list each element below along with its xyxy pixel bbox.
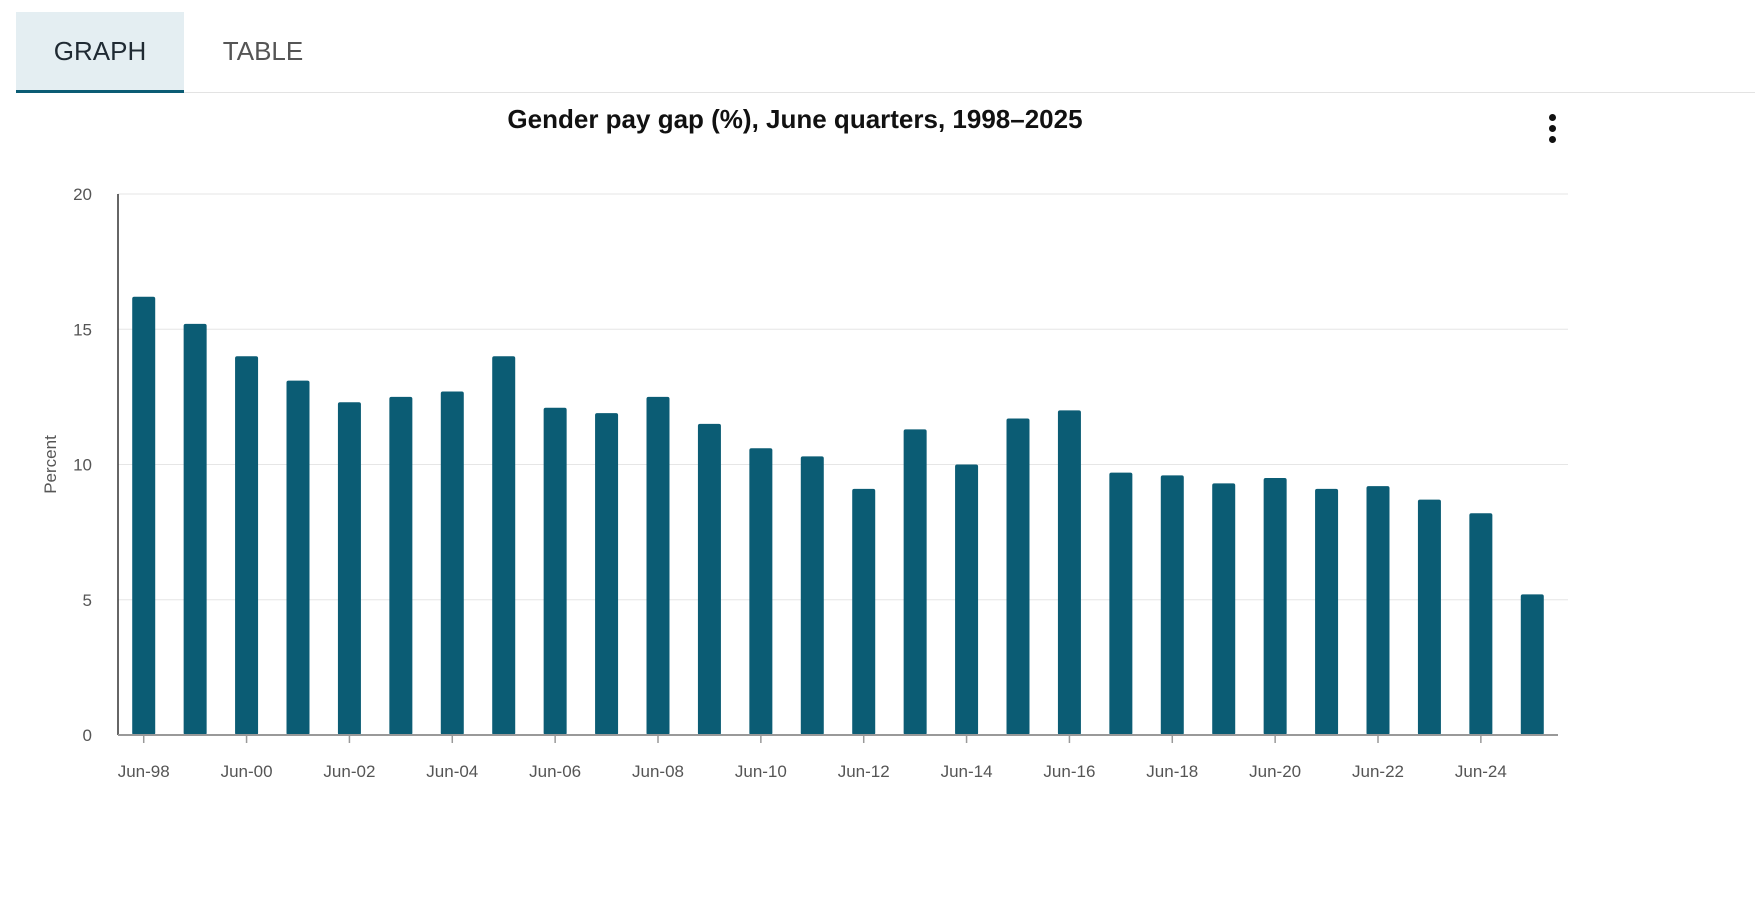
bar <box>1520 594 1544 735</box>
y-axis-label: Percent <box>41 435 60 494</box>
bar <box>749 448 773 735</box>
x-tick-label: Jun-12 <box>838 762 890 781</box>
bar <box>1006 418 1030 735</box>
bar <box>183 323 207 735</box>
x-tick-label: Jun-06 <box>529 762 581 781</box>
bar <box>1057 410 1081 735</box>
bar <box>1212 483 1236 735</box>
bar <box>440 391 464 735</box>
y-tick-label: 0 <box>83 726 92 745</box>
x-tick-label: Jun-98 <box>118 762 170 781</box>
bar <box>852 488 876 735</box>
x-tick-label: Jun-04 <box>426 762 478 781</box>
bar <box>1109 472 1133 735</box>
x-tick-label: Jun-16 <box>1043 762 1095 781</box>
bar <box>800 456 824 735</box>
bar <box>132 296 156 735</box>
bar <box>1366 486 1390 735</box>
bar <box>1469 513 1493 735</box>
bar <box>1417 499 1441 735</box>
bar <box>389 396 413 735</box>
bar <box>1160 475 1184 735</box>
tab-graph[interactable]: GRAPH <box>16 12 184 93</box>
bar <box>955 464 979 735</box>
y-tick-label: 20 <box>73 185 92 204</box>
x-tick-label: Jun-18 <box>1146 762 1198 781</box>
bar <box>646 396 670 735</box>
x-tick-label: Jun-22 <box>1352 762 1404 781</box>
y-tick-label: 5 <box>83 591 92 610</box>
x-tick-label: Jun-00 <box>221 762 273 781</box>
bar <box>492 356 516 735</box>
x-tick-label: Jun-24 <box>1455 762 1507 781</box>
vertical-ellipsis-icon[interactable] <box>1540 114 1564 146</box>
y-tick-label: 15 <box>73 320 92 339</box>
x-tick-label: Jun-02 <box>323 762 375 781</box>
bar <box>903 429 927 735</box>
bar-chart: 0 5 10 15 20 Jun-98 Jun-00 Jun-02 Jun-04 Jun-06 Ju… <box>41 185 1568 781</box>
bar <box>595 413 619 735</box>
x-tick-label: Jun-08 <box>632 762 684 781</box>
tab-table[interactable]: TABLE <box>222 36 304 66</box>
bar <box>543 407 567 735</box>
bar <box>697 423 721 735</box>
bar <box>286 380 310 735</box>
bar <box>337 402 361 735</box>
x-tick-label: Jun-10 <box>735 762 787 781</box>
bar <box>1315 488 1339 735</box>
tab-bar: GRAPH TABLE <box>16 12 1755 93</box>
bar <box>235 356 259 735</box>
chart-title: Gender pay gap (%), June quarters, 1998–… <box>507 104 1083 134</box>
x-tick-label: Jun-14 <box>941 762 993 781</box>
y-tick-label: 10 <box>73 456 92 475</box>
x-tick-label: Jun-20 <box>1249 762 1301 781</box>
bar <box>1263 478 1287 735</box>
